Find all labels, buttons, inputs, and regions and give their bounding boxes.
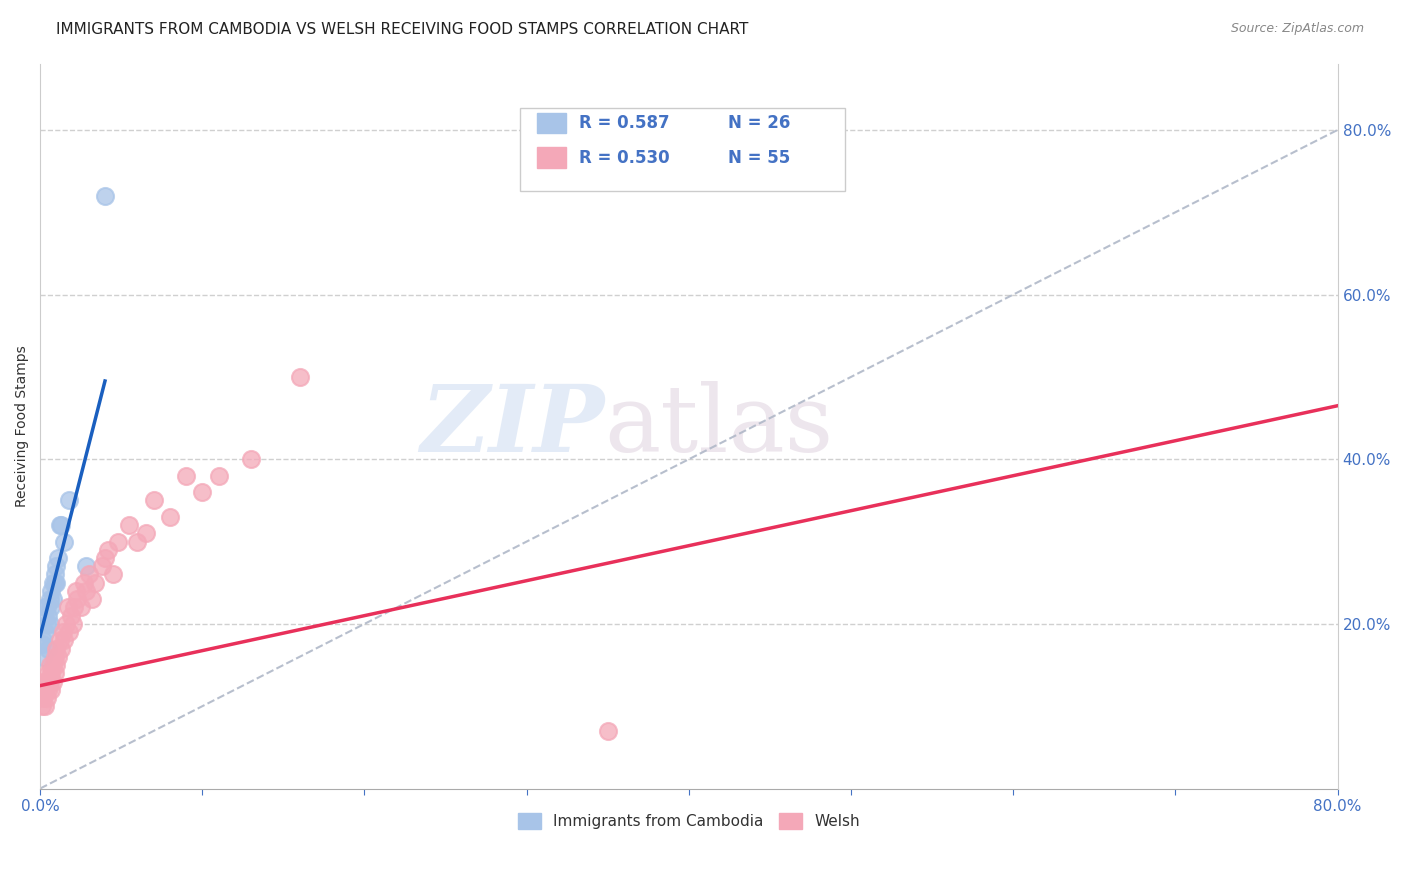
Point — [84, 575, 107, 590]
Point — [63, 600, 86, 615]
Point — [37, 666, 59, 681]
Point — [101, 567, 124, 582]
Point — [41, 583, 63, 598]
Point — [174, 468, 197, 483]
Point — [94, 551, 117, 566]
Point — [56, 600, 79, 615]
Point — [37, 682, 59, 697]
Point — [44, 567, 66, 582]
Point — [42, 575, 65, 590]
Point — [31, 682, 53, 697]
Text: R = 0.530: R = 0.530 — [579, 148, 669, 167]
Legend: Immigrants from Cambodia, Welsh: Immigrants from Cambodia, Welsh — [512, 807, 866, 835]
Point — [127, 534, 149, 549]
Point — [53, 633, 76, 648]
FancyBboxPatch shape — [537, 147, 565, 168]
FancyBboxPatch shape — [537, 112, 565, 133]
Point — [52, 625, 75, 640]
Point — [53, 534, 76, 549]
Point — [41, 682, 63, 697]
Point — [45, 658, 67, 673]
Point — [69, 600, 91, 615]
Point — [239, 452, 262, 467]
Point — [35, 690, 58, 705]
Y-axis label: Receiving Food Stamps: Receiving Food Stamps — [15, 345, 30, 508]
Point — [51, 641, 73, 656]
Text: N = 26: N = 26 — [728, 114, 790, 132]
Point — [59, 608, 82, 623]
Text: ZIP: ZIP — [420, 381, 605, 471]
Point — [32, 649, 55, 664]
Point — [42, 592, 65, 607]
Point — [75, 583, 97, 598]
Text: IMMIGRANTS FROM CAMBODIA VS WELSH RECEIVING FOOD STAMPS CORRELATION CHART: IMMIGRANTS FROM CAMBODIA VS WELSH RECEIV… — [56, 22, 748, 37]
Text: R = 0.587: R = 0.587 — [579, 114, 669, 132]
Point — [45, 559, 67, 574]
Point — [34, 682, 56, 697]
Point — [34, 600, 56, 615]
Point — [32, 633, 55, 648]
Point — [35, 600, 58, 615]
Point — [37, 641, 59, 656]
Point — [94, 188, 117, 202]
Point — [80, 592, 103, 607]
Point — [46, 649, 69, 664]
Point — [596, 723, 619, 738]
FancyBboxPatch shape — [520, 108, 845, 191]
Point — [66, 592, 89, 607]
Point — [51, 518, 73, 533]
Point — [35, 674, 58, 689]
Point — [75, 559, 97, 574]
Point — [65, 583, 87, 598]
Point — [42, 674, 65, 689]
Point — [48, 633, 70, 648]
Point — [32, 690, 55, 705]
Point — [44, 666, 66, 681]
Point — [31, 699, 53, 714]
Point — [73, 575, 96, 590]
Point — [32, 674, 55, 689]
Point — [34, 625, 56, 640]
Point — [97, 542, 120, 557]
Point — [45, 575, 67, 590]
Point — [118, 518, 141, 533]
Point — [207, 468, 229, 483]
Point — [77, 567, 100, 582]
Point — [38, 616, 60, 631]
Point — [142, 493, 165, 508]
Point — [38, 658, 60, 673]
Point — [45, 641, 67, 656]
Point — [41, 600, 63, 615]
Text: atlas: atlas — [605, 381, 834, 471]
Point — [58, 625, 80, 640]
Text: Source: ZipAtlas.com: Source: ZipAtlas.com — [1230, 22, 1364, 36]
Point — [38, 674, 60, 689]
Point — [55, 616, 77, 631]
Point — [135, 526, 157, 541]
Point — [31, 637, 53, 651]
Point — [62, 616, 84, 631]
Text: N = 55: N = 55 — [728, 148, 790, 167]
Point — [34, 699, 56, 714]
Point — [41, 666, 63, 681]
Point — [107, 534, 129, 549]
Point — [44, 575, 66, 590]
Point — [35, 616, 58, 631]
Point — [46, 551, 69, 566]
Point — [48, 518, 70, 533]
Point — [288, 370, 311, 384]
Point — [38, 592, 60, 607]
Point — [159, 509, 181, 524]
Point — [44, 649, 66, 664]
Point — [58, 493, 80, 508]
Point — [90, 559, 112, 574]
Point — [37, 608, 59, 623]
Point — [42, 658, 65, 673]
Point — [191, 485, 214, 500]
